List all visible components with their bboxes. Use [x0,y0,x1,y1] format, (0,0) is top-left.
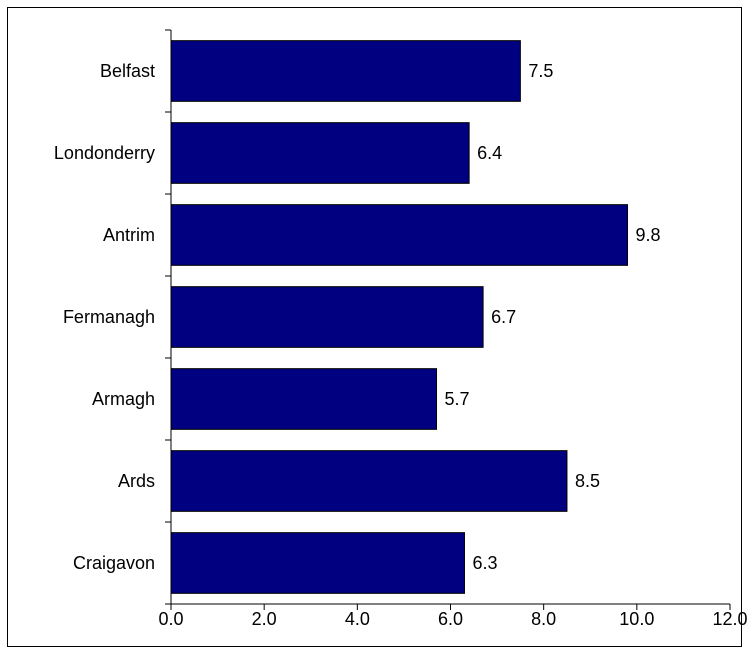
x-tick-label: 0.0 [158,609,183,629]
category-label-craigavon: Craigavon [73,553,155,573]
bar-londonderry [170,122,470,184]
x-tick-label: 8.0 [531,609,556,629]
bar-fermanagh [170,286,484,348]
bar-ards [170,450,568,512]
data-label-ards: 8.5 [575,471,600,491]
category-label-ards: Ards [118,471,155,491]
x-tick-label: 4.0 [345,609,370,629]
bar-armagh [170,368,438,430]
bar-antrim [170,204,629,266]
data-label-londonderry: 6.4 [477,143,502,163]
x-tick-label: 12.0 [712,609,747,629]
bar-belfast [170,40,521,102]
axes-group [165,29,731,610]
data-label-antrim: 9.8 [636,225,661,245]
category-label-antrim: Antrim [103,225,155,245]
data-label-armagh: 5.7 [445,389,470,409]
x-tick-label: 6.0 [438,609,463,629]
data-label-belfast: 7.5 [528,61,553,81]
data-label-fermanagh: 6.7 [491,307,516,327]
bars-group [170,40,629,594]
category-label-armagh: Armagh [92,389,155,409]
category-label-fermanagh: Fermanagh [63,307,155,327]
bar-craigavon [170,532,465,594]
data-label-craigavon: 6.3 [472,553,497,573]
category-label-londonderry: Londonderry [54,143,155,163]
horizontal-bar-chart: Belfast 7.5 Londonderry 6.4 Antrim 9.8 Fermana… [54,29,748,629]
x-tick-label: 10.0 [619,609,654,629]
x-tick-label: 2.0 [252,609,277,629]
category-label-belfast: Belfast [100,61,155,81]
labels-group: Belfast 7.5 Londonderry 6.4 Antrim 9.8 Fermana… [54,61,748,629]
